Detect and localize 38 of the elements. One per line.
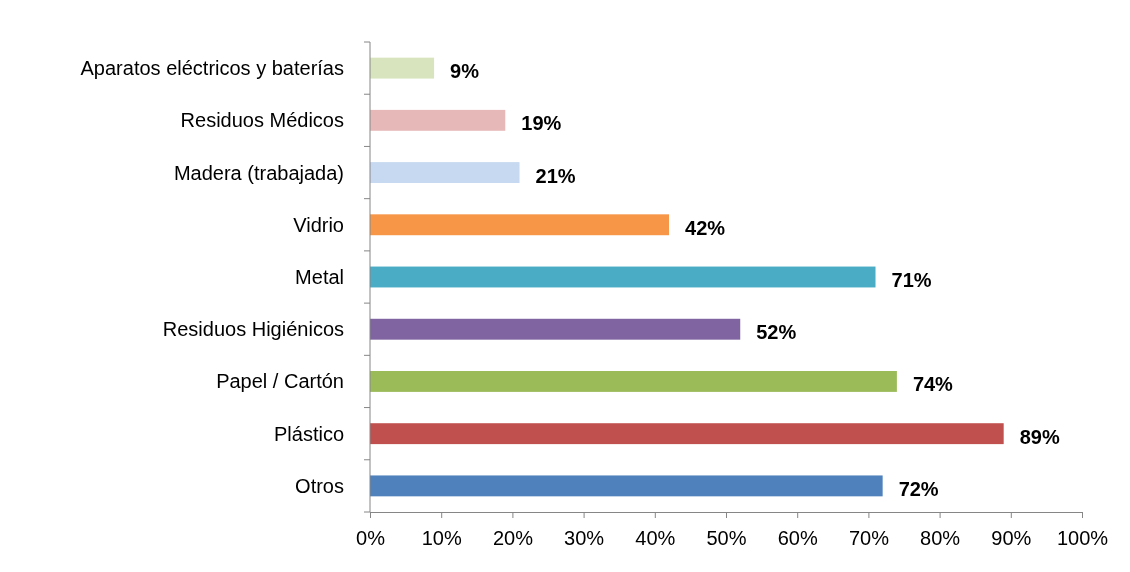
y-tick-label: Papel / Cartón	[216, 370, 344, 393]
data-label: 89%	[1019, 425, 1060, 448]
data-label: 19%	[521, 112, 562, 135]
y-tick-label: Residuos Médicos	[180, 109, 344, 132]
bar	[370, 214, 670, 236]
x-tick-label: 60%	[777, 527, 818, 549]
data-label: 71%	[891, 269, 932, 291]
data-label: 74%	[912, 373, 954, 396]
data-label: 52%	[756, 321, 797, 344]
x-tick-label: 20%	[492, 527, 534, 549]
x-tick-label: 70%	[848, 527, 890, 549]
x-tick-label: 80%	[920, 527, 961, 549]
bar	[370, 423, 1004, 445]
bar	[370, 318, 741, 340]
x-tick-label: 30%	[564, 527, 605, 549]
x-tick-label: 10%	[421, 527, 462, 549]
data-label: 72%	[898, 477, 939, 500]
x-tick-label: 40%	[635, 527, 676, 549]
x-tick-label: 100%	[1056, 527, 1109, 549]
bar	[370, 371, 897, 392]
y-tick-label: Otros	[295, 474, 344, 497]
y-tick-label: Vidrio	[293, 213, 344, 236]
bar	[370, 57, 435, 79]
data-label: 42%	[685, 216, 726, 239]
y-tick-label: Plástico	[273, 422, 344, 445]
data-label: 9%	[450, 60, 480, 83]
bar	[370, 162, 520, 183]
data-label: 21%	[535, 164, 576, 187]
y-tick-label: Metal	[295, 266, 344, 288]
y-tick-label: Madera (trabajada)	[173, 161, 344, 184]
x-tick-label: 50%	[706, 527, 747, 549]
y-tick-label: Residuos Higiénicos	[162, 318, 344, 341]
x-tick-label: 90%	[991, 527, 1032, 549]
x-tick-label: 0%	[356, 527, 386, 549]
bar	[370, 109, 506, 131]
bar	[370, 266, 876, 288]
y-tick-label: Aparatos eléctricos y baterías	[80, 57, 344, 80]
bar	[370, 475, 883, 497]
